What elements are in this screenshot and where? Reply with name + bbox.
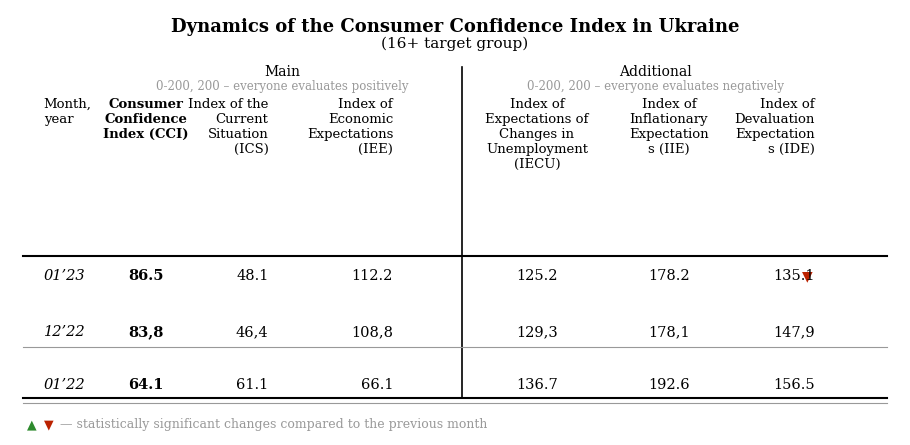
Text: Month,
year: Month, year: [44, 98, 92, 126]
Text: Dynamics of the Consumer Confidence Index in Ukraine: Dynamics of the Consumer Confidence Inde…: [171, 18, 739, 36]
Text: Main: Main: [264, 65, 300, 78]
Text: 48.1: 48.1: [236, 269, 268, 283]
Text: ▼: ▼: [44, 418, 54, 431]
Text: Additional: Additional: [619, 65, 692, 78]
Text: Consumer
Confidence
Index (CCI): Consumer Confidence Index (CCI): [103, 98, 188, 141]
Text: (16+ target group): (16+ target group): [381, 36, 529, 51]
Text: ▼: ▼: [802, 269, 813, 283]
Text: 66.1: 66.1: [360, 378, 393, 392]
Text: 147,9: 147,9: [773, 325, 814, 339]
Text: Index of
Devaluation
Expectation
s (IDE): Index of Devaluation Expectation s (IDE): [734, 98, 814, 156]
Text: 46,4: 46,4: [236, 325, 268, 339]
Text: 0-200, 200 – everyone evaluates negatively: 0-200, 200 – everyone evaluates negative…: [527, 80, 784, 93]
Text: Index of
Inflationary
Expectation
s (IIE): Index of Inflationary Expectation s (IIE…: [629, 98, 709, 156]
Text: 01’22: 01’22: [44, 378, 86, 392]
Text: Index of
Economic
Expectations
(IEE): Index of Economic Expectations (IEE): [307, 98, 393, 156]
Text: 0-200, 200 – everyone evaluates positively: 0-200, 200 – everyone evaluates positive…: [156, 80, 409, 93]
Text: — statistically significant changes compared to the previous month: — statistically significant changes comp…: [60, 418, 488, 431]
Text: 129,3: 129,3: [516, 325, 558, 339]
Text: 125.2: 125.2: [516, 269, 558, 283]
Text: 01’23: 01’23: [44, 269, 86, 283]
Text: 136.7: 136.7: [516, 378, 558, 392]
Text: ▲: ▲: [27, 418, 37, 431]
Text: Index of the
Current
Situation
(ICS): Index of the Current Situation (ICS): [188, 98, 268, 156]
Text: 64.1: 64.1: [127, 378, 164, 392]
Text: Index of
Expectations of
Changes in
Unemployment
(IECU): Index of Expectations of Changes in Unem…: [485, 98, 589, 171]
Text: 12’22: 12’22: [44, 325, 86, 339]
Text: 86.5: 86.5: [127, 269, 164, 283]
Text: 61.1: 61.1: [237, 378, 268, 392]
Text: 135.1: 135.1: [773, 269, 814, 283]
Text: 178.2: 178.2: [648, 269, 690, 283]
Text: 83,8: 83,8: [128, 325, 163, 339]
Text: 156.5: 156.5: [773, 378, 814, 392]
Text: 108,8: 108,8: [351, 325, 393, 339]
Text: 178,1: 178,1: [648, 325, 690, 339]
Text: 112.2: 112.2: [352, 269, 393, 283]
Text: 192.6: 192.6: [648, 378, 690, 392]
